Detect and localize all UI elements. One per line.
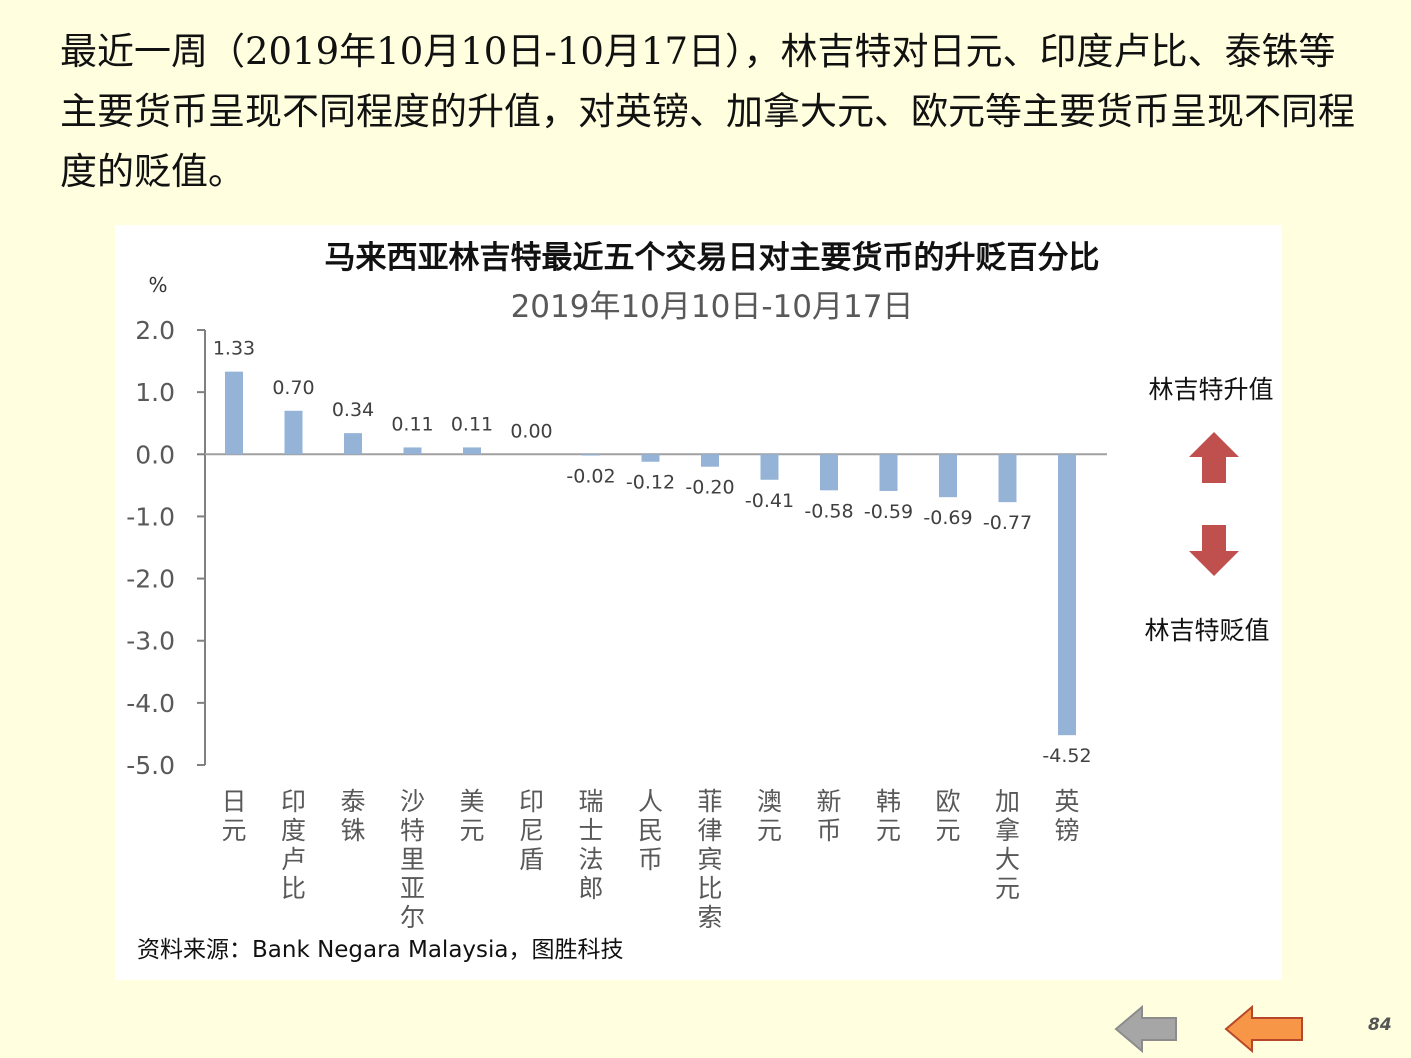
prev-page-button[interactable]: [1112, 1004, 1180, 1054]
data-label: 0.11: [451, 413, 493, 435]
category-label: 泰铢: [340, 787, 365, 845]
bar-chart: 马来西亚林吉特最近五个交易日对主要货币的升贬百分比 2019年10月10日-10…: [126, 240, 1273, 963]
y-tick-label: -2.0: [126, 565, 175, 594]
data-label: -0.41: [745, 490, 794, 512]
bar: [225, 371, 243, 455]
bar: [344, 433, 362, 455]
bar: [820, 454, 838, 491]
category-label: 人民币: [638, 787, 663, 874]
data-label: -4.52: [1042, 745, 1091, 767]
data-label: -0.58: [804, 500, 853, 522]
page-number: 84: [1368, 1015, 1392, 1035]
category-label: 美元: [459, 787, 484, 845]
bar: [701, 454, 719, 467]
y-axis-unit: %: [148, 273, 167, 297]
y-tick-label: -5.0: [126, 751, 175, 780]
bar: [760, 454, 779, 480]
data-label: 0.34: [332, 399, 374, 421]
y-tick-label: 0.0: [135, 440, 175, 469]
arrow-left-orange-icon: [1224, 1004, 1303, 1054]
y-axis: 2.0 1.0 0.0 -1.0 -2.0 -3.0 -4.0 -5.0: [126, 316, 1107, 780]
intro-paragraph: 最近一周（2019年10月10日-10月17日），林吉特对日元、印度卢比、泰铢等…: [60, 30, 1355, 193]
category-labels: 日元 印度卢比 泰铢 沙特里亚尔 美元 印尼盾 瑞士法郎 人民币 菲律宾比索 澳元新币韩元欧元加拿…: [221, 787, 1079, 932]
value-labels: 1.330.700.340.11 0.11 0.00-0.02 -0.12 -0.20-…: [213, 338, 1092, 768]
annotation-depreciate: 林吉特贬值: [1144, 616, 1269, 645]
bar: [284, 410, 303, 455]
bar: [403, 447, 422, 455]
category-label: 欧元: [935, 787, 960, 845]
data-label: -0.20: [685, 477, 734, 499]
chart-title: 马来西亚林吉特最近五个交易日对主要货币的升贬百分比: [325, 240, 1100, 276]
data-label: -0.59: [864, 501, 913, 523]
bar: [463, 447, 481, 455]
chart-panel: 马来西亚林吉特最近五个交易日对主要货币的升贬百分比 2019年10月10日-10…: [115, 225, 1282, 980]
y-tick-label: 2.0: [135, 316, 175, 345]
data-label: 1.33: [213, 338, 255, 360]
y-tick-label: -1.0: [126, 502, 175, 531]
category-label: 新币: [816, 787, 841, 845]
next-page-button[interactable]: [1222, 1004, 1306, 1054]
category-label: 瑞士法郎: [578, 787, 603, 903]
arrow-down-icon: [1189, 525, 1239, 576]
y-tick-label: -4.0: [126, 689, 175, 718]
category-label: 沙特里亚尔: [400, 787, 425, 932]
data-label: -0.77: [983, 512, 1032, 534]
category-label: 印尼盾: [519, 787, 544, 874]
data-label: 0.70: [272, 377, 314, 399]
data-label: 0.11: [391, 413, 433, 435]
bar: [582, 454, 600, 456]
bar: [641, 454, 660, 462]
bar: [879, 454, 898, 491]
arrow-left-gray-icon: [1114, 1004, 1177, 1054]
bar: [1058, 454, 1076, 736]
annotation-appreciate: 林吉特升值: [1148, 375, 1273, 404]
y-tick-label: 1.0: [135, 378, 175, 407]
category-label: 印度卢比: [281, 787, 306, 903]
data-label: -0.02: [566, 466, 615, 488]
bar: [939, 454, 957, 498]
category-label: 澳元: [757, 787, 782, 845]
data-label: 0.00: [510, 420, 552, 442]
bar: [998, 454, 1017, 503]
data-label: -0.12: [626, 472, 675, 494]
source-note: 资料来源：Bank Negara Malaysia，图胜科技: [137, 937, 624, 963]
category-label: 韩元: [876, 787, 901, 845]
category-label: 加拿大元: [995, 787, 1020, 903]
data-label: -0.69: [923, 507, 972, 529]
category-label: 菲律宾比索: [697, 787, 722, 932]
bars: [225, 371, 1076, 736]
chart-subtitle: 2019年10月10日-10月17日: [511, 289, 914, 325]
category-label: 日元: [221, 787, 246, 845]
arrow-up-icon: [1189, 432, 1239, 483]
y-tick-label: -3.0: [126, 627, 175, 656]
category-label: 英镑: [1054, 787, 1079, 845]
